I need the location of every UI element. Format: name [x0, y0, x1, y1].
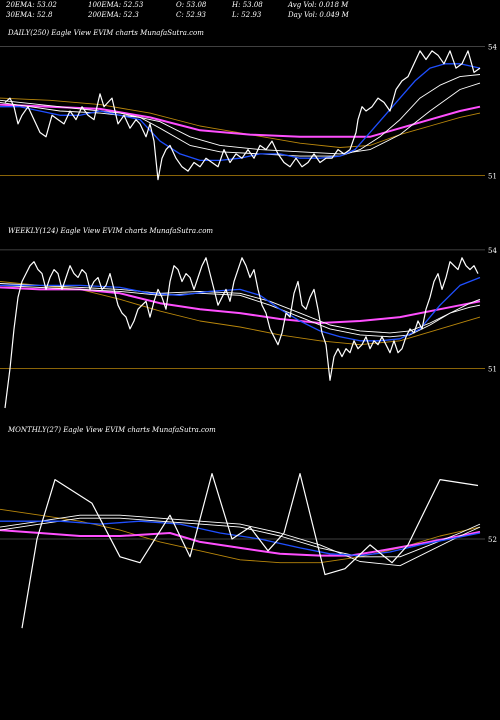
y-tick-label-54: 54: [488, 247, 497, 255]
series-line-ema100: [0, 103, 481, 138]
weekly-chart-panel: 54 51: [0, 236, 500, 410]
series-line-ema100: [0, 529, 481, 557]
series-line-ema30: [0, 284, 481, 338]
series-line-ema200: [0, 97, 481, 148]
header-avg-vol: Avg Vol: 0.018 M: [288, 1, 349, 9]
series-line-price: [4, 50, 481, 181]
header-30ema: 30EMA: 52.8: [6, 11, 53, 19]
header-100ema: 100EMA: 52.53: [88, 1, 144, 9]
daily-panel-label: DAILY(250) Eagle View EVIM charts Munafa…: [8, 29, 204, 37]
header-high: H: 53.08: [232, 1, 263, 9]
series-line-ema100: [0, 286, 481, 324]
weekly-chart: 54 51: [0, 247, 497, 409]
daily-chart: 54 51: [0, 44, 497, 181]
series-line-ema30: [0, 517, 481, 558]
series-line-ema30b: [0, 82, 481, 155]
series-line-price: [4, 257, 479, 409]
y-tick-label-52: 52: [488, 536, 497, 544]
y-tick-label-51: 51: [488, 172, 497, 180]
weekly-panel-label: WEEKLY(124) Eagle View EVIM charts Munaf…: [8, 227, 214, 235]
y-tick-label-54: 54: [488, 44, 497, 52]
header-20ema: 20EMA: 53.02: [6, 1, 57, 9]
y-tick-label-51: 51: [488, 365, 497, 373]
monthly-panel-label: MONTHLY(27) Eagle View EVIM charts Munaf…: [8, 426, 216, 434]
series-line-ema20: [0, 520, 481, 557]
series-line-ema30b: [0, 283, 481, 334]
series-line-price: [21, 473, 479, 629]
series-line-ema30b: [0, 514, 481, 567]
header-200ema: 200EMA: 52.3: [88, 11, 139, 19]
monthly-chart: 52: [0, 473, 497, 629]
header-low: L: 52.93: [232, 11, 262, 19]
daily-chart-panel: 54 51: [0, 36, 500, 186]
header-day-vol: Day Vol: 0.049 M: [288, 11, 349, 19]
header-open: O: 53.08: [176, 1, 207, 9]
header-close: C: 52.93: [176, 11, 206, 19]
monthly-chart-panel: 52: [0, 436, 500, 636]
series-line-ema20: [0, 63, 481, 162]
